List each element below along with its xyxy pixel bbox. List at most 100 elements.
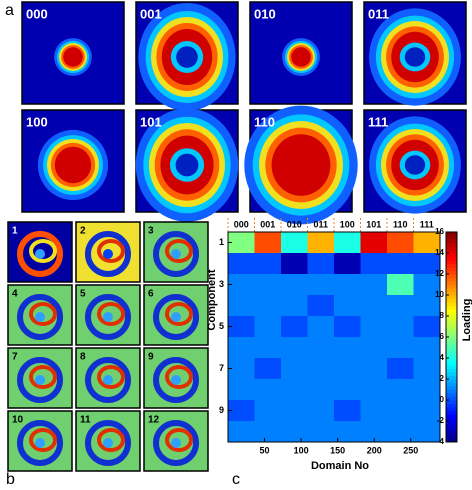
heatmap-cell xyxy=(413,232,441,254)
colorbar-segment xyxy=(446,424,457,429)
colorbar-segment xyxy=(446,396,457,401)
image-blob xyxy=(54,146,92,184)
heatmap-cell xyxy=(413,358,441,380)
colorbar-segment xyxy=(446,375,457,380)
colorbar-segment xyxy=(446,361,457,366)
image-label: 011 xyxy=(368,6,389,21)
image-label: 3 xyxy=(148,226,154,237)
heatmap-cell xyxy=(254,232,282,254)
colorbar-segment xyxy=(446,288,457,292)
colorbar-tick-label: 16 xyxy=(435,227,444,236)
colorbar-segment xyxy=(446,305,457,310)
colorbar-segment xyxy=(446,438,457,443)
y-tick-label: 5 xyxy=(219,321,224,331)
heatmap-cell xyxy=(307,295,335,317)
heatmap-cell xyxy=(228,358,255,380)
image-blob xyxy=(29,428,57,452)
heatmap-cell xyxy=(228,421,255,443)
heatmap-cell xyxy=(413,295,441,317)
colorbar-tick-label: 4 xyxy=(440,353,445,362)
colorbar-segment xyxy=(446,263,457,268)
colorbar-segment xyxy=(446,232,457,236)
image-blob xyxy=(35,438,45,448)
image-label: 4 xyxy=(12,289,18,300)
heatmap-cell xyxy=(387,337,414,359)
x-tick-label: 250 xyxy=(403,445,418,455)
image-blob xyxy=(29,365,57,389)
heatmap-cell xyxy=(360,379,388,401)
heatmap-cell xyxy=(360,274,388,296)
image-blob xyxy=(35,375,45,385)
colorbar-segment xyxy=(446,239,457,243)
heatmap-cell xyxy=(413,421,441,443)
image-blob xyxy=(17,357,63,403)
heatmap-cell xyxy=(334,337,361,359)
colorbar-segment xyxy=(446,410,457,415)
image-blob xyxy=(103,249,113,259)
image-blob xyxy=(35,249,45,259)
image-label: 2 xyxy=(80,226,86,237)
heatmap-cell xyxy=(360,400,388,422)
colorbar-segment xyxy=(446,347,457,352)
colorbar-segment xyxy=(446,358,457,362)
heatmap-cell xyxy=(413,316,441,338)
heatmap-cell xyxy=(307,274,335,296)
image-blob xyxy=(97,239,125,263)
colorbar-segment xyxy=(446,417,457,422)
colorbar-tick-label: -4 xyxy=(437,437,445,446)
heatmap-cell xyxy=(254,379,282,401)
heatmap-cell xyxy=(307,421,335,443)
image-blob xyxy=(153,231,199,277)
colorbar-segment xyxy=(446,284,457,289)
image-label: 1 xyxy=(12,226,18,237)
heatmap-cell xyxy=(360,358,388,380)
colorbar-segment xyxy=(446,253,457,257)
colorbar-segment xyxy=(446,246,457,250)
heatmap-cell xyxy=(413,337,441,359)
plot-frame xyxy=(227,231,441,443)
colorbar-segment xyxy=(446,379,457,383)
image-label: 001 xyxy=(140,6,162,21)
heatmap-cell xyxy=(307,316,335,338)
heatmap-cell xyxy=(281,400,308,422)
colorbar-segment xyxy=(446,414,457,418)
colorbar-segment xyxy=(446,326,457,331)
colorbar-segment xyxy=(446,365,457,369)
heatmap-cell xyxy=(228,316,255,338)
heatmap-cell xyxy=(307,232,335,254)
heatmap-cell xyxy=(228,253,255,275)
heatmap-cell xyxy=(334,358,361,380)
heatmap-cell xyxy=(281,316,308,338)
image-blob xyxy=(29,239,57,263)
heatmap-cell xyxy=(281,253,308,275)
heatmap-cell xyxy=(281,421,308,443)
colorbar-segment xyxy=(446,351,457,355)
colorbar-segment xyxy=(446,316,457,320)
colorbar-segment xyxy=(446,354,457,359)
colorbar-segment xyxy=(446,435,457,439)
image-label: 111 xyxy=(368,114,388,129)
image-blob xyxy=(175,153,199,177)
image-label: 000 xyxy=(26,6,48,21)
colorbar-segment xyxy=(446,270,457,275)
heatmap-cell xyxy=(307,400,335,422)
image-blob xyxy=(97,365,125,389)
heatmap-cell xyxy=(387,379,414,401)
y-tick-label: 3 xyxy=(219,279,224,289)
colorbar-segment xyxy=(446,372,457,376)
image-label: 110 xyxy=(254,114,275,129)
image-label: 100 xyxy=(26,114,48,129)
image-blob xyxy=(404,47,426,67)
heatmap-cell xyxy=(334,295,361,317)
heatmap-cell xyxy=(387,232,414,254)
colorbar-label: Loading xyxy=(461,299,472,342)
y-tick-label: 1 xyxy=(219,237,224,247)
colorbar-segment xyxy=(446,249,457,254)
image-blob xyxy=(165,428,193,452)
image-blob xyxy=(63,47,83,67)
image-blob xyxy=(165,302,193,326)
colorbar-segment xyxy=(446,330,457,334)
image-blob xyxy=(291,47,311,67)
colorbar-segment xyxy=(446,312,457,317)
